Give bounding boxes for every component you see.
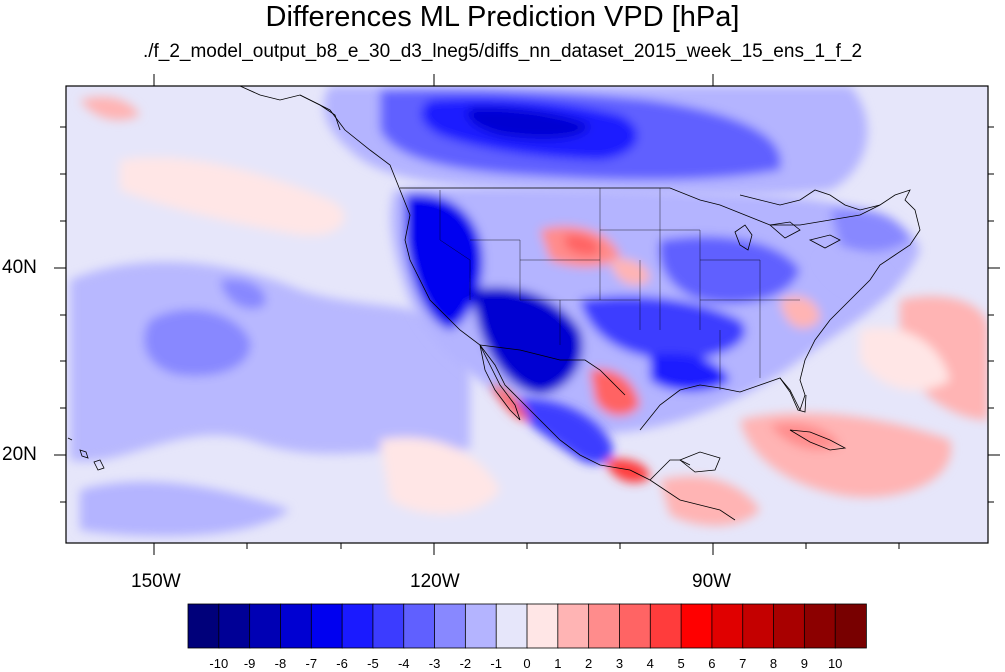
colorbar-tick-label: -10 xyxy=(209,656,229,671)
colorbar-tick-label: 3 xyxy=(615,656,624,671)
pacific-medium-blue-patch-2 xyxy=(220,279,266,309)
colorbar-swatch xyxy=(619,603,652,649)
baja-peninsula xyxy=(479,344,521,421)
alaska-pink-patch xyxy=(80,96,140,120)
colorbar-swatch xyxy=(680,603,713,649)
pacific-light-blue-south xyxy=(80,481,290,536)
colorbar-swatch xyxy=(187,603,220,649)
lat-label-20n: 20N xyxy=(2,444,37,465)
mexico-caribbean-anomaly-fields xyxy=(490,256,988,526)
colorbar-swatch xyxy=(742,603,775,649)
west-coast-deep-blue xyxy=(405,194,483,330)
florida xyxy=(779,377,807,413)
alaska-coast xyxy=(239,86,341,131)
colorbar-tick-label: 1 xyxy=(554,656,562,671)
colorbar-tick-label: -9 xyxy=(243,656,256,671)
colorbar-tick-label: -8 xyxy=(274,656,287,671)
colorbar-tick-label: -1 xyxy=(490,656,502,671)
colorbar-tick-label: -4 xyxy=(397,656,410,671)
central-america-pink xyxy=(660,476,760,526)
north-america-coastline xyxy=(299,94,921,521)
pacific-pink-patch-north xyxy=(120,157,345,236)
colorbar-swatch xyxy=(495,603,528,649)
pacific-anomaly-fields xyxy=(70,96,500,536)
pacific-light-blue-band xyxy=(70,261,470,462)
axis-ticks xyxy=(54,74,1000,555)
colorbar-tick-label: -2 xyxy=(459,656,472,671)
baja-red-strip xyxy=(490,385,530,421)
colorbar-tick-label: 6 xyxy=(708,656,716,671)
atlantic-light-blue-patch xyxy=(820,256,890,293)
colorbar-swatch xyxy=(280,603,313,649)
us-canada-border xyxy=(400,187,881,226)
rockies-red-core xyxy=(565,234,600,256)
colorbar-swatch xyxy=(372,603,405,649)
colorbar-tick-label: 5 xyxy=(677,656,685,671)
southern-plains-blue xyxy=(580,296,746,360)
conus-anomaly-fields xyxy=(390,187,920,434)
colorbar-tick-label: 4 xyxy=(646,656,654,671)
state-borders xyxy=(439,188,800,390)
canada-deep-blue-core xyxy=(467,107,590,139)
colorbar-swatch xyxy=(249,603,282,649)
hawaii-islands xyxy=(67,437,105,471)
midwest-blue xyxy=(659,236,800,304)
cuba xyxy=(789,429,847,451)
colorbar-swatch xyxy=(434,603,467,649)
colorbar-swatch xyxy=(526,603,559,649)
colorbar-tick-label: 8 xyxy=(769,656,778,671)
lon-label-150w: 150W xyxy=(131,571,181,592)
yucatan xyxy=(679,451,721,473)
southwest-deep-blue xyxy=(470,287,583,395)
map-subtitle: ./f_2_model_output_b8_e_30_d3_lneg5/diff… xyxy=(142,41,863,62)
us-mexico-border xyxy=(479,344,626,396)
lon-label-120w: 120W xyxy=(410,571,460,592)
colorbar-swatch xyxy=(649,603,682,649)
texas-red-patch xyxy=(590,369,640,416)
colorbar-swatch xyxy=(588,603,621,649)
colorbar-swatch xyxy=(711,603,744,649)
great-lakes xyxy=(734,221,841,251)
canada-anomaly-fields xyxy=(324,86,868,196)
colorbar-tick-label: 9 xyxy=(800,656,808,671)
lat-label-40n: 40N xyxy=(2,257,37,278)
colorbar-tick-label: -5 xyxy=(367,656,379,671)
colorbar xyxy=(187,603,867,649)
colorbar-swatch xyxy=(773,603,806,649)
map-title: Differences ML Prediction VPD [hPa] xyxy=(265,1,740,33)
colorbar-tick-label: 2 xyxy=(585,656,593,671)
colorbar-swatch xyxy=(341,603,374,649)
atlantic-light-pink xyxy=(860,327,950,391)
colorbar-swatch xyxy=(218,603,251,649)
colorbar-swatch xyxy=(803,603,836,649)
mexico-red-south xyxy=(605,458,650,483)
colorbar-swatch xyxy=(310,603,343,649)
southeast-pink xyxy=(780,296,820,329)
northeast-blue xyxy=(830,208,910,252)
colorbar-tick-label: -3 xyxy=(428,656,441,671)
caribbean-red-core xyxy=(770,422,840,450)
colorbar-swatch xyxy=(464,603,497,649)
colorbar-tick-label: -7 xyxy=(305,656,318,671)
colorbar-swatch xyxy=(557,603,590,649)
colorbar-swatch xyxy=(403,603,436,649)
pacific-medium-blue-patch-1 xyxy=(144,309,251,376)
colorbar-tick-label: -6 xyxy=(336,656,348,671)
colorbar-swatch xyxy=(834,603,867,649)
colorbar-tick-label: 0 xyxy=(523,656,531,671)
pacific-pink-patch-south xyxy=(380,437,500,514)
colorbar-tick-label: 7 xyxy=(739,656,747,671)
colorbar-tick-label: 10 xyxy=(827,656,843,671)
map-plot-area xyxy=(66,86,988,543)
lon-label-90w: 90W xyxy=(692,571,732,592)
land-outlines xyxy=(67,86,921,521)
gulf-coast-blue xyxy=(650,353,730,392)
